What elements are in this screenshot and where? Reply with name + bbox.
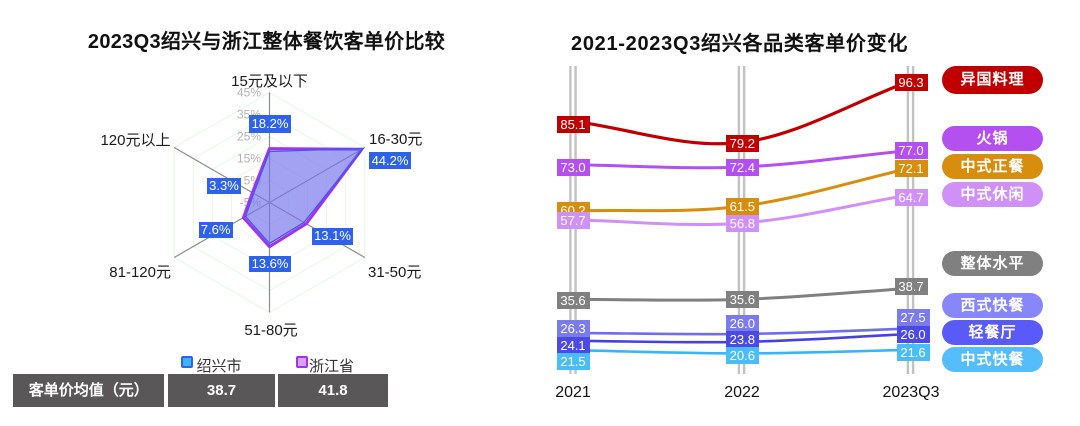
svg-text:15%: 15% (237, 152, 261, 166)
svg-text:45%: 45% (237, 86, 261, 100)
svg-text:25%: 25% (237, 130, 261, 144)
